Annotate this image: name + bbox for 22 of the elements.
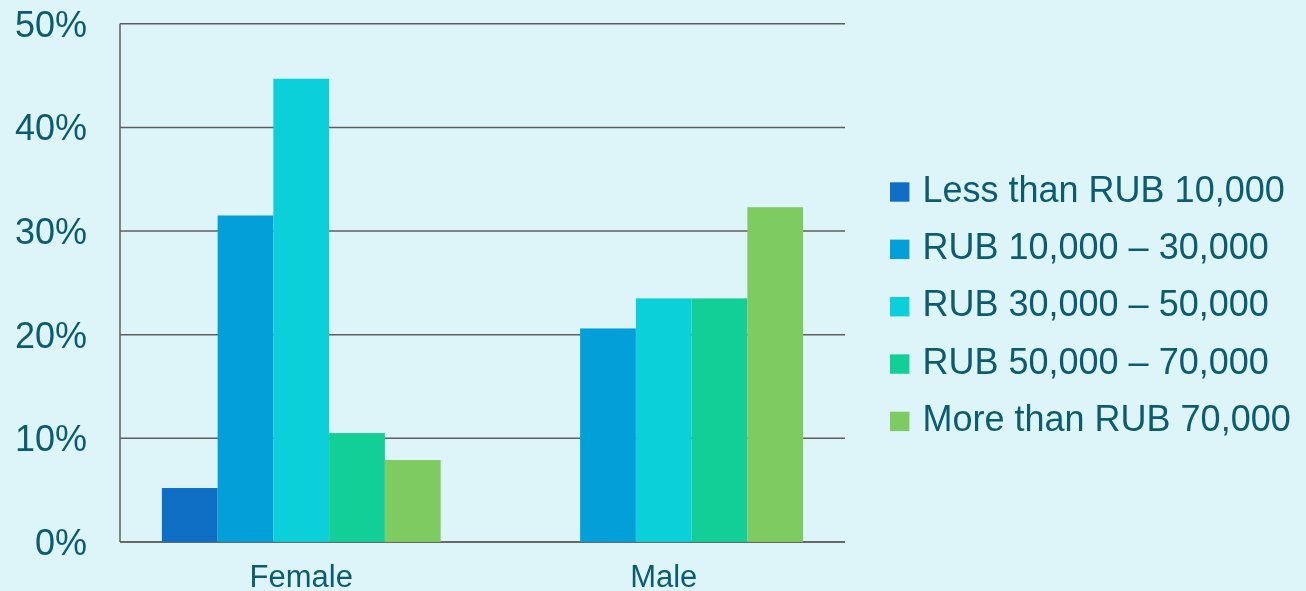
bar: [161, 488, 218, 542]
y-tick-label: 20%: [14, 314, 87, 356]
bar: [217, 215, 274, 542]
legend-label: RUB 30,000 – 50,000: [922, 283, 1269, 325]
legend-label: RUB 50,000 – 70,000: [922, 340, 1269, 382]
legend-label: RUB 10,000 – 30,000: [922, 226, 1269, 268]
y-tick-label: 10%: [14, 418, 87, 460]
x-tick-label: Female: [249, 558, 353, 591]
bar: [273, 78, 330, 542]
legend-label: More than RUB 70,000: [922, 398, 1291, 440]
y-tick-label: 30%: [14, 210, 87, 252]
x-tick-label: Male: [630, 558, 698, 591]
bar: [329, 433, 385, 542]
bar: [635, 298, 692, 542]
bar: [580, 328, 636, 542]
y-tick-label: 40%: [14, 107, 87, 149]
y-tick-label: 50%: [14, 3, 87, 45]
bar: [691, 298, 748, 542]
y-tick-label: 0%: [34, 521, 87, 563]
legend-label: Less than RUB 10,000: [922, 168, 1285, 210]
bar: [747, 207, 804, 542]
bar: [384, 460, 441, 542]
